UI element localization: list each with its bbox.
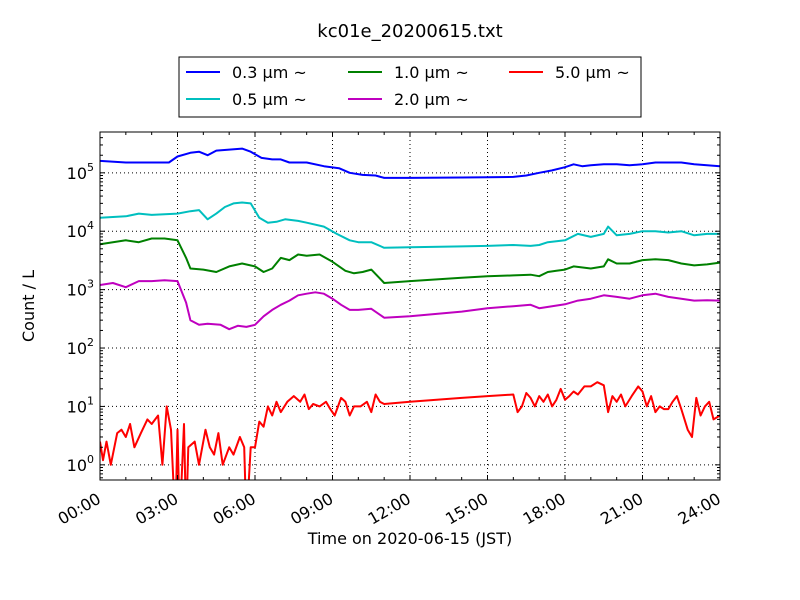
series-line-2: [100, 237, 720, 284]
y-tick-label: 105: [67, 161, 94, 183]
grid-layer: [100, 132, 720, 480]
x-tick-label: 03:00: [132, 489, 181, 529]
x-tick-label: 06:00: [210, 489, 259, 529]
y-tick-label: 101: [67, 394, 94, 416]
x-axis-label: Time on 2020-06-15 (JST): [307, 529, 512, 548]
x-tick-labels: 00:00 03:00 06:00 09:00 12:00 15:00 18:00 21:00…: [55, 489, 724, 529]
x-tick-label: 00:00: [55, 489, 104, 529]
legend-label-1: 0.5 μm ~: [232, 90, 307, 109]
tick-layer: [99, 131, 721, 480]
x-tick-label: 18:00: [520, 489, 569, 529]
legend: 0.3 μm ~ 0.5 μm ~ 1.0 μm ~ 2.0 μm ~ 5.0 μm ~: [178, 56, 642, 118]
legend-label-4: 5.0 μm ~: [555, 63, 630, 82]
x-tick-label: 12:00: [365, 489, 414, 529]
series-line-3: [100, 279, 720, 331]
series-line-1: [100, 201, 720, 249]
legend-label-0: 0.3 μm ~: [232, 63, 307, 82]
legend-label-2: 1.0 μm ~: [394, 63, 469, 82]
y-tick-label: 104: [67, 219, 94, 241]
y-tick-label: 103: [67, 278, 94, 300]
y-tick-label: 100: [67, 453, 94, 475]
plot-area: [99, 131, 721, 481]
series-layer: [100, 147, 720, 480]
x-tick-label: 21:00: [597, 489, 646, 529]
legend-label-3: 2.0 μm ~: [394, 90, 469, 109]
series-line-0: [100, 147, 720, 179]
x-tick-label: 15:00: [442, 489, 491, 529]
y-tick-label: 102: [67, 336, 94, 358]
series-line-4: [100, 381, 720, 480]
chart-title: kc01e_20200615.txt: [317, 21, 502, 42]
x-tick-label: 09:00: [287, 489, 336, 529]
y-axis-label: Count / L: [19, 270, 38, 342]
x-tick-label: 24:00: [675, 489, 724, 529]
legend-box: [178, 56, 642, 118]
y-tick-labels: 100 101 102 103 104 105: [67, 161, 94, 475]
